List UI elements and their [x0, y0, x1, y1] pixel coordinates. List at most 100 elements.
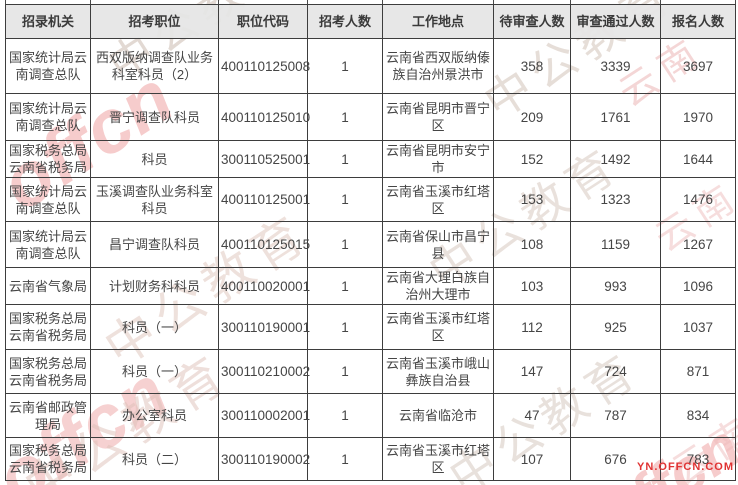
cell-code: 300110190001: [218, 304, 310, 350]
cell-agency: 国家统计局云南调查总队: [5, 177, 91, 222]
cell-agency: 国家统计局云南调查总队: [5, 38, 91, 94]
cell-pending: 209: [493, 93, 571, 141]
cell-position: 科员（一）: [90, 349, 219, 394]
table-row: 云南省气象局 计划财务科科员 400110020001 1 云南省大理白族自治州大理市 1…: [5, 267, 736, 305]
table-row: 国家税务总局云南省税务局 科员（一） 300110190001 1 云南省玉溪市红塔区 1…: [5, 304, 736, 350]
cell-passed: 925: [570, 304, 661, 350]
cell-position: 科员（一）: [90, 304, 219, 350]
cell-recruits: 1: [307, 267, 383, 305]
cell-recruits: 1: [307, 349, 383, 394]
table-row: 国家税务总局云南省税务局 科员（二） 300110190002 1 云南省玉溪市红塔区 1…: [5, 437, 736, 481]
cell-position: 晋宁调查队科员: [90, 93, 219, 141]
column-header-agency: 招录机关: [5, 4, 91, 39]
border-tick: [218, 0, 219, 4]
cell-passed: 1761: [570, 93, 661, 141]
cell-pending: 47: [493, 393, 571, 438]
border-tick: [660, 0, 661, 4]
cell-agency: 云南省邮政管理局: [5, 393, 91, 438]
cell-position: 办公室科员: [90, 393, 219, 438]
cell-passed: 1492: [570, 140, 661, 178]
cell-location: 云南省玉溪市红塔区: [382, 437, 494, 481]
cell-position: 科员: [90, 140, 219, 178]
table-row: 国家统计局云南调查总队 西双版纳调查队业务科室科员（2） 400110125008 1…: [5, 38, 736, 94]
cell-recruits: 1: [307, 304, 383, 350]
cell-pending: 152: [493, 140, 571, 178]
cell-location: 云南省西双版纳傣族自治州景洪市: [382, 38, 494, 94]
cell-agency: 国家税务总局云南省税务局: [5, 437, 91, 481]
cell-passed: 1159: [570, 221, 661, 268]
cell-recruits: 1: [307, 38, 383, 94]
border-tick: [307, 0, 308, 4]
recruitment-table: 招录机关 招考职位 职位代码 招考人数 工作地点 待审查人数 审查通过人数 报名人数 国家统计…: [5, 4, 736, 481]
cell-code: 300110525001: [218, 140, 310, 178]
cell-pending: 107: [493, 437, 571, 481]
cell-location: 云南省玉溪市红塔区: [382, 177, 494, 222]
cell-location: 云南省大理白族自治州大理市: [382, 267, 494, 305]
cell-recruits: 1: [307, 93, 383, 141]
cell-total: 1096: [660, 267, 736, 305]
cell-position: 计划财务科科员: [90, 267, 219, 305]
table-header-row: 招录机关 招考职位 职位代码 招考人数 工作地点 待审查人数 审查通过人数 报名人数: [5, 4, 736, 39]
cell-agency: 国家税务总局云南省税务局: [5, 140, 91, 178]
column-header-location: 工作地点: [382, 4, 494, 39]
cell-location: 云南省临沧市: [382, 393, 494, 438]
border-tick: [570, 0, 571, 4]
column-header-code: 职位代码: [218, 4, 308, 39]
cell-total: 1970: [660, 93, 736, 141]
border-tick: [5, 0, 6, 4]
cell-total: 3697: [660, 38, 736, 94]
border-tick: [493, 0, 494, 4]
cell-agency: 国家统计局云南调查总队: [5, 221, 91, 268]
cell-code: 400110125001: [218, 177, 310, 222]
cell-recruits: 1: [307, 140, 383, 178]
column-header-position: 招考职位: [90, 4, 219, 39]
cell-total: 1644: [660, 140, 736, 178]
cell-pending: 358: [493, 38, 571, 94]
cell-code: 300110002001: [218, 393, 310, 438]
cell-pending: 103: [493, 267, 571, 305]
cell-passed: 3339: [570, 38, 661, 94]
cell-position: 科员（二）: [90, 437, 219, 481]
cell-passed: 676: [570, 437, 661, 481]
cell-position: 玉溪调查队业务科室科员: [90, 177, 219, 222]
column-header-recruits: 招考人数: [307, 4, 383, 39]
cell-location: 云南省玉溪市峨山彝族自治县: [382, 349, 494, 394]
column-header-total: 报名人数: [660, 4, 736, 39]
table-row: 国家统计局云南调查总队 昌宁调查队科员 400110125015 1 云南省保山市昌宁县…: [5, 221, 736, 268]
cell-recruits: 1: [307, 221, 383, 268]
border-tick: [735, 0, 736, 4]
cell-agency: 国家税务总局云南省税务局: [5, 304, 91, 350]
site-url: yn.offcn.com: [637, 461, 734, 473]
cell-passed: 787: [570, 393, 661, 438]
cell-recruits: 1: [307, 437, 383, 481]
table-row: 国家统计局云南调查总队 晋宁调查队科员 400110125010 1 云南省昆明市晋宁区…: [5, 93, 736, 141]
cell-total: 1267: [660, 221, 736, 268]
cell-pending: 108: [493, 221, 571, 268]
table-row: 国家税务总局云南省税务局 科员（一） 300110210002 1 云南省玉溪市峨山彝族…: [5, 349, 736, 394]
cell-recruits: 1: [307, 393, 383, 438]
border-tick: [382, 0, 383, 4]
cell-code: 400110020001: [218, 267, 310, 305]
cell-agency: 国家税务总局云南省税务局: [5, 349, 91, 394]
cell-recruits: 1: [307, 177, 383, 222]
cell-code: 300110210002: [218, 349, 310, 394]
cell-position: 西双版纳调查队业务科室科员（2）: [90, 38, 219, 94]
cell-location: 云南省昆明市安宁市: [382, 140, 494, 178]
border-tick: [90, 0, 91, 4]
cell-total: 871: [660, 349, 736, 394]
cell-total: 1037: [660, 304, 736, 350]
cell-total: 1476: [660, 177, 736, 222]
cell-code: 400110125008: [218, 38, 310, 94]
cell-pending: 112: [493, 304, 571, 350]
cell-code: 300110190002: [218, 437, 310, 481]
column-header-pending: 待审查人数: [493, 4, 571, 39]
column-header-passed: 审查通过人数: [570, 4, 661, 39]
cell-pending: 147: [493, 349, 571, 394]
cell-location: 云南省昆明市晋宁区: [382, 93, 494, 141]
cell-agency: 国家统计局云南调查总队: [5, 93, 91, 141]
cell-agency: 云南省气象局: [5, 267, 91, 305]
table-row: 国家统计局云南调查总队 玉溪调查队业务科室科员 400110125001 1 云南省玉溪…: [5, 177, 736, 222]
cell-total: 834: [660, 393, 736, 438]
cell-location: 云南省保山市昌宁县: [382, 221, 494, 268]
